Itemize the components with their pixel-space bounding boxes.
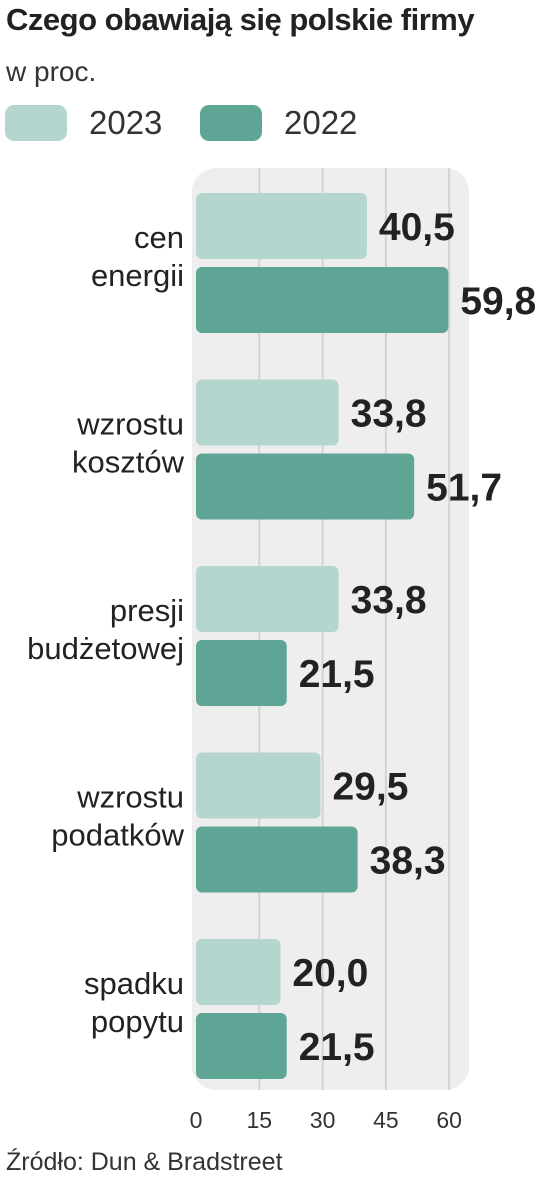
category-label: cen	[134, 220, 184, 255]
bar-2022	[196, 826, 358, 893]
x-tick-label: 45	[373, 1107, 399, 1133]
bar-2022	[196, 453, 415, 520]
bar-2023	[196, 752, 321, 819]
category-label: wzrostu	[76, 780, 184, 815]
legend: 2023 2022	[0, 104, 536, 144]
data-label: 21,5	[299, 1026, 375, 1069]
category-label: wzrostu	[76, 407, 184, 442]
bar-2022	[196, 640, 287, 706]
data-label: 33,8	[351, 579, 427, 622]
legend-item-2023: 2023	[5, 104, 162, 142]
category-label: energii	[91, 258, 184, 293]
legend-label-2022: 2022	[284, 104, 358, 141]
bar-2022	[196, 1013, 287, 1079]
category-label: spadku	[84, 966, 184, 1001]
data-label: 33,8	[351, 393, 427, 436]
category-label: popytu	[91, 1004, 184, 1039]
data-label: 38,3	[370, 840, 446, 883]
bar-2023	[196, 193, 367, 259]
data-label: 40,5	[379, 206, 455, 249]
bar-2023	[196, 379, 339, 446]
category-label: budżetowej	[27, 631, 184, 666]
chart-title: Czego obawiają się polskie firmy	[6, 2, 475, 37]
x-tick-label: 0	[190, 1107, 203, 1133]
bar-2022	[196, 267, 449, 333]
data-label: 21,5	[299, 653, 375, 696]
chart-subtitle: w proc.	[6, 56, 97, 87]
category-label: kosztów	[72, 445, 185, 480]
x-tick-label: 15	[247, 1107, 273, 1133]
data-label: 20,0	[292, 952, 368, 995]
x-tick-label: 30	[310, 1107, 336, 1133]
legend-swatch-2023	[5, 105, 67, 141]
category-label: presji	[110, 593, 184, 628]
legend-swatch-2022	[200, 105, 262, 141]
data-label: 59,8	[460, 280, 536, 323]
legend-item-2022: 2022	[200, 104, 357, 142]
category-label: podatków	[51, 818, 184, 853]
x-tick-label: 60	[436, 1107, 462, 1133]
bar-2023	[196, 566, 339, 632]
data-label: 51,7	[426, 467, 502, 510]
bar-2023	[196, 939, 281, 1005]
source-note: Źródło: Dun & Bradstreet	[6, 1148, 283, 1176]
data-label: 29,5	[332, 766, 408, 809]
legend-label-2023: 2023	[89, 104, 163, 141]
